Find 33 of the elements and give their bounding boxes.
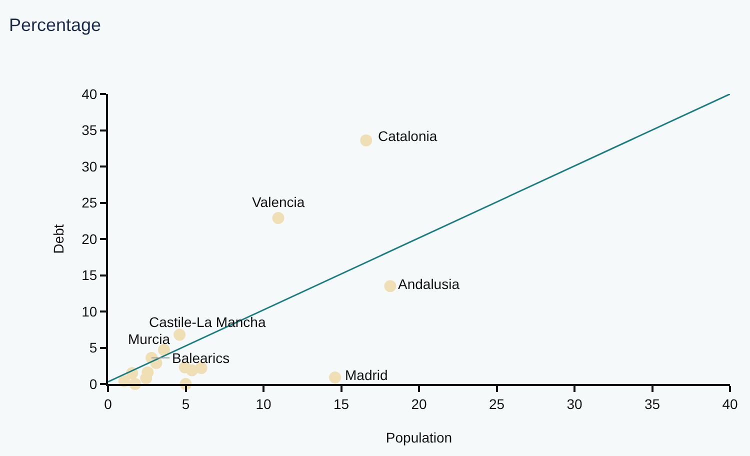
annotation: Balearics — [172, 350, 230, 366]
y-tick-label: 20 — [82, 230, 98, 247]
x-tick-label: 25 — [488, 396, 505, 412]
y-tick-label: 40 — [82, 86, 98, 102]
annotation: Madrid — [345, 367, 388, 383]
annotation: Andalusia — [398, 276, 460, 292]
x-tick-label: 20 — [411, 396, 427, 412]
y-tick-label: 5 — [89, 340, 98, 356]
y-tick-label: 10 — [82, 303, 98, 320]
point — [272, 212, 284, 224]
point — [360, 134, 372, 146]
y-tick-label: 30 — [82, 158, 98, 174]
x-axis-title: Population — [386, 430, 452, 446]
point — [384, 280, 396, 292]
y-tick-label: 0 — [89, 376, 98, 392]
y-axis-title: Debt — [50, 224, 67, 254]
annotation: Valencia — [252, 194, 305, 210]
point — [174, 328, 186, 341]
x-tick-label: 30 — [566, 396, 582, 412]
y-tick-label: 35 — [82, 122, 98, 138]
x-tick-label: 5 — [182, 396, 190, 412]
annotation: Catalonia — [378, 128, 438, 144]
x-tick-label: 35 — [644, 396, 660, 412]
y-tick-label: 25 — [82, 194, 98, 211]
x-tick-label: 40 — [722, 396, 738, 412]
x-tick-label: 0 — [104, 396, 112, 412]
y-tick-label: 15 — [82, 267, 98, 284]
chart-title: Percentage — [9, 14, 102, 35]
x-tick-label: 10 — [256, 396, 272, 412]
x-tick-label: 15 — [333, 396, 350, 412]
point — [158, 344, 170, 356]
annotation: Murcia — [128, 331, 170, 347]
point — [329, 371, 342, 384]
